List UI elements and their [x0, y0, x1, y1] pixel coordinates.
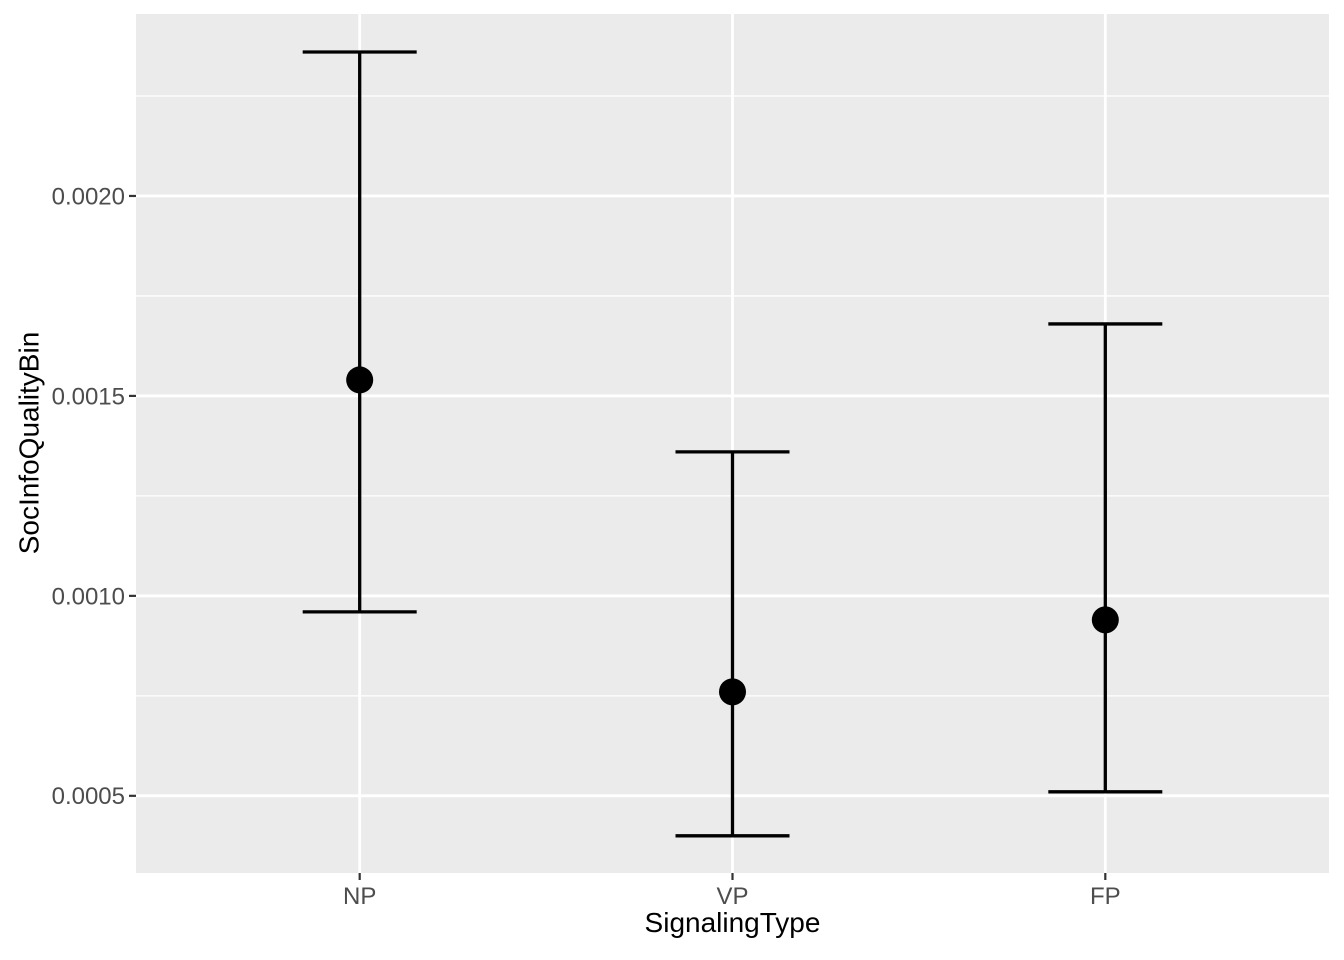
y-axis-title: SocInfoQualityBin: [13, 331, 45, 555]
x-axis-title: SignalingType: [644, 907, 821, 938]
y-tick-label: 0.0015: [52, 383, 125, 410]
point-estimate: [1091, 606, 1119, 634]
y-tick-label: 0.0005: [52, 783, 125, 810]
point-estimate: [346, 366, 374, 394]
y-tick-label: 0.0010: [52, 583, 125, 610]
point-estimate: [719, 678, 746, 706]
x-tick-label: VP: [716, 883, 748, 910]
y-tick-label: 0.0020: [52, 183, 125, 210]
x-tick-label: FP: [1090, 883, 1121, 910]
x-tick-label: NP: [343, 883, 376, 910]
